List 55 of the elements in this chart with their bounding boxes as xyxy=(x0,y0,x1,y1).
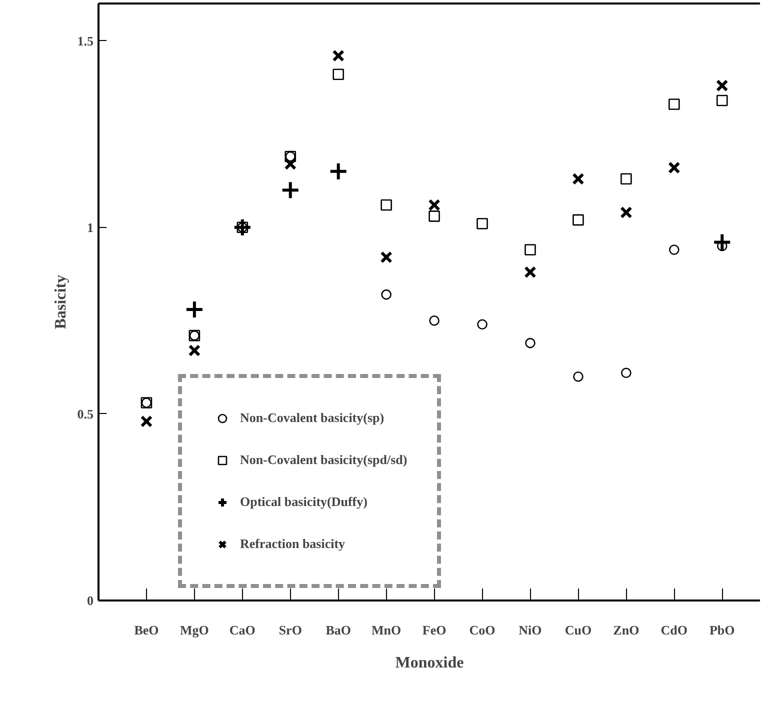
legend-label: Optical basicity(Duffy) xyxy=(240,494,368,510)
point xyxy=(712,232,732,252)
x-tick-label: FeO xyxy=(422,622,446,638)
point xyxy=(381,289,392,300)
point xyxy=(284,158,296,170)
x-tick-label: MnO xyxy=(372,622,402,638)
x-tick-label: ZnO xyxy=(613,622,640,638)
x-tick-label: BeO xyxy=(134,622,159,638)
point xyxy=(668,98,680,110)
point xyxy=(188,344,201,357)
x-axis-title: Monoxide xyxy=(395,654,464,672)
point xyxy=(429,316,440,326)
point xyxy=(428,210,440,222)
point xyxy=(572,214,584,226)
point xyxy=(524,266,536,278)
point xyxy=(620,173,632,185)
y-axis-title: Basicity xyxy=(52,274,70,330)
point xyxy=(428,198,440,212)
point xyxy=(716,94,728,106)
point xyxy=(477,319,488,330)
point xyxy=(476,218,488,230)
point xyxy=(380,199,392,211)
point xyxy=(572,172,584,185)
x-tick-label: SrO xyxy=(278,622,302,638)
point xyxy=(669,244,680,255)
point xyxy=(716,79,728,92)
point xyxy=(328,162,348,181)
point xyxy=(620,206,632,219)
point xyxy=(668,162,680,174)
x-tick-label: CdO xyxy=(660,622,688,638)
y-tick-label: 1 xyxy=(87,220,94,235)
point xyxy=(621,368,632,378)
point xyxy=(280,180,300,200)
x-tick-label: BaO xyxy=(326,622,352,638)
legend-label: Refraction basicity xyxy=(240,536,346,552)
point xyxy=(380,251,392,264)
point xyxy=(140,415,153,428)
point xyxy=(573,371,584,382)
x-tick-label: CoO xyxy=(469,622,496,638)
y-tick-label: 0.5 xyxy=(77,406,94,422)
x-tick-label: CaO xyxy=(229,622,256,638)
point xyxy=(332,50,344,62)
legend-label: Non-Covalent basicity(spd/sd) xyxy=(240,452,408,468)
point xyxy=(184,300,204,319)
y-tick-label: 1.5 xyxy=(77,33,94,48)
point xyxy=(232,218,252,237)
point xyxy=(332,68,344,80)
point xyxy=(524,244,536,256)
x-tick-label: NiO xyxy=(518,622,542,638)
x-tick-label: CuO xyxy=(564,622,592,638)
legend-label: Non-Covalent basicity(sp) xyxy=(240,410,384,426)
y-tick-label: 0 xyxy=(87,593,94,608)
x-tick-label: PbO xyxy=(709,622,735,638)
point xyxy=(525,338,536,348)
x-tick-label: MgO xyxy=(180,622,209,638)
